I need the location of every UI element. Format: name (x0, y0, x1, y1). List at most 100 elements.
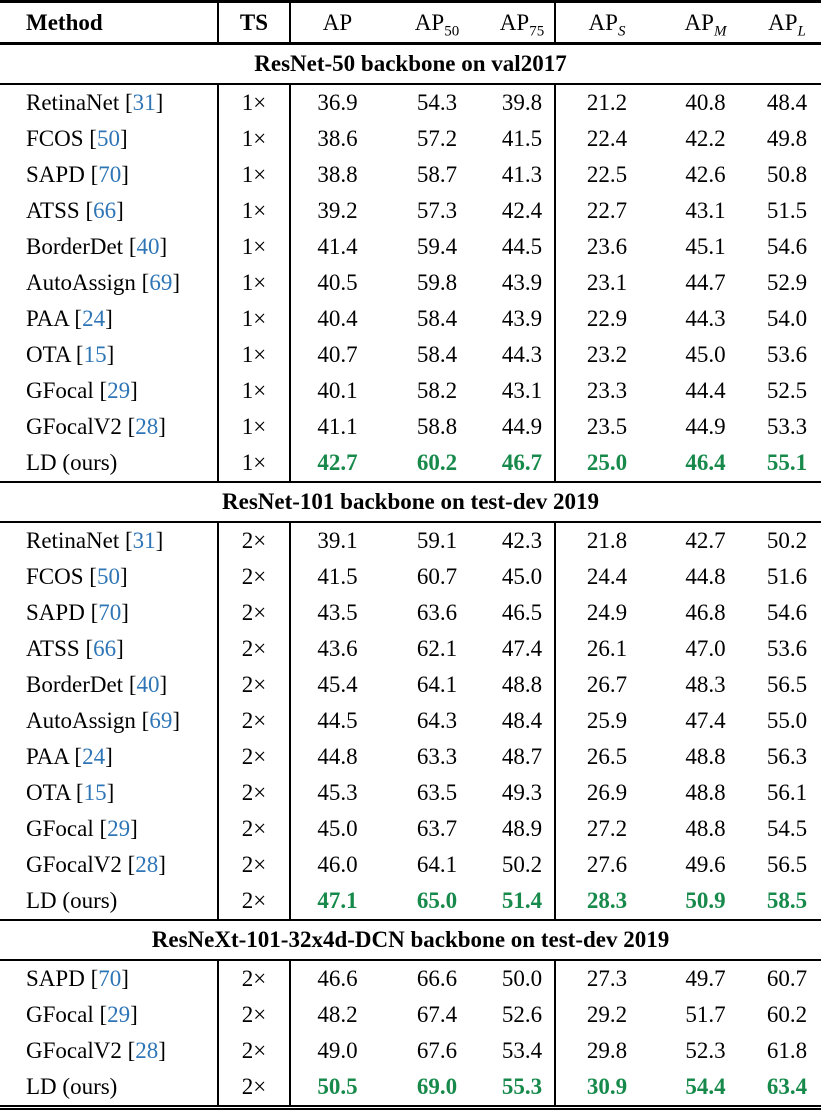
value-cell-ap-l: 53.3 (766, 414, 808, 439)
citation-link[interactable]: 29 (107, 1002, 131, 1027)
citation-link[interactable]: 66 (93, 636, 117, 661)
value-cell-ap-l: 49.8 (766, 126, 808, 151)
value-cell-ap75: 48.8 (490, 667, 556, 703)
citation-link[interactable]: 29 (107, 816, 131, 841)
table-row: GFocal [29] 2× 45.0 63.7 48.9 27.2 48.8 54.5 (0, 811, 821, 847)
value-cell-ap: 47.1 (317, 888, 358, 913)
citation-link[interactable]: 70 (98, 162, 122, 187)
citation-link[interactable]: 28 (135, 1038, 159, 1063)
method-cell: GFocalV2 [28] (0, 1033, 219, 1069)
table-row: OTA [15] 2× 45.3 63.5 49.3 26.9 48.8 56.1 (0, 775, 821, 811)
value-cell-ap-m: 48.3 (685, 672, 726, 697)
value-cell-ap: 44.5 (317, 708, 358, 733)
citation-link[interactable]: 69 (149, 708, 173, 733)
value-cell-ap-m: 42.2 (685, 126, 726, 151)
method-cell: SAPD [70] (0, 157, 219, 193)
citation-link[interactable]: 29 (107, 378, 131, 403)
method-cell: LD (ours) (0, 1069, 219, 1108)
value-cell-ap50: 64.3 (416, 708, 458, 733)
citation-link[interactable]: 66 (93, 198, 117, 223)
value-cell-ap: 40.4 (317, 306, 358, 331)
value-cell-ap50: 69.0 (416, 1074, 458, 1099)
citation-link[interactable]: 50 (96, 126, 120, 151)
metric-label: AP (414, 9, 445, 35)
value-cell-ap-s: 28.3 (586, 888, 628, 913)
citation-link[interactable]: 70 (98, 600, 122, 625)
value-cell-ap-s: 26.5 (586, 744, 628, 769)
citation-link[interactable]: 40 (136, 672, 160, 697)
col-header-ap-m: APM (658, 1, 753, 45)
table-row: BorderDet [40] 1× 41.4 59.4 44.5 23.6 45.1 54.6 (0, 229, 821, 265)
citation-link[interactable]: 69 (149, 270, 173, 295)
value-cell-ap50: 58.2 (416, 378, 458, 403)
table-row: SAPD [70] 1× 38.8 58.7 41.3 22.5 42.6 50.8 (0, 157, 821, 193)
value-cell-ap-l: 54.0 (766, 306, 808, 331)
value-cell-ap50: 57.2 (416, 126, 458, 151)
ts-cell: 2× (218, 667, 291, 703)
citation-link[interactable]: 15 (83, 342, 107, 367)
value-cell-ap75: 39.8 (490, 84, 556, 121)
method-cell: OTA [15] (0, 337, 219, 373)
value-cell-ap50: 59.4 (416, 234, 458, 259)
value-cell-ap-l: 56.5 (766, 852, 808, 877)
value-cell-ap75: 48.7 (490, 739, 556, 775)
ts-cell: 2× (218, 883, 291, 920)
value-cell-ap75: 43.9 (490, 265, 556, 301)
value-cell-ap-l: 60.2 (766, 1002, 808, 1027)
section-title: ResNeXt-101-32x4d-DCN backbone on test-d… (0, 919, 821, 961)
method-cell: GFocalV2 [28] (0, 409, 219, 445)
ts-cell: 2× (218, 847, 291, 883)
ts-cell: 1× (218, 301, 291, 337)
value-cell-ap: 48.2 (317, 1002, 358, 1027)
method-cell: GFocal [29] (0, 373, 219, 409)
metric-label: AP (768, 9, 798, 35)
ts-cell: 1× (218, 337, 291, 373)
section-title: ResNet-50 backbone on val2017 (0, 42, 821, 85)
method-cell: FCOS [50] (0, 121, 219, 157)
citation-link[interactable]: 28 (135, 414, 159, 439)
method-cell: FCOS [50] (0, 559, 219, 595)
citation-link[interactable]: 24 (82, 306, 106, 331)
citation-link[interactable]: 31 (132, 528, 156, 553)
method-cell: AutoAssign [69] (0, 265, 219, 301)
ts-cell: 1× (218, 265, 291, 301)
value-cell-ap75: 52.6 (490, 997, 556, 1033)
value-cell-ap50: 58.4 (416, 306, 458, 331)
citation-link[interactable]: 50 (96, 564, 120, 589)
table-row: GFocal [29] 2× 48.2 67.4 52.6 29.2 51.7 60.2 (0, 997, 821, 1033)
citation-link[interactable]: 28 (135, 852, 159, 877)
section-row: ResNet-50 backbone on val2017 (0, 42, 821, 85)
value-cell-ap75: 50.0 (490, 960, 556, 997)
value-cell-ap-m: 42.6 (685, 162, 726, 187)
value-cell-ap: 40.1 (317, 378, 358, 403)
method-cell: GFocal [29] (0, 811, 219, 847)
value-cell-ap-m: 44.4 (685, 378, 726, 403)
citation-link[interactable]: 24 (82, 744, 106, 769)
value-cell-ap-m: 49.7 (685, 966, 726, 991)
ts-cell: 1× (218, 373, 291, 409)
value-cell-ap75: 50.2 (490, 847, 556, 883)
citation-link[interactable]: 31 (132, 90, 156, 115)
value-cell-ap-s: 23.5 (586, 414, 628, 439)
method-cell: BorderDet [40] (0, 229, 219, 265)
value-cell-ap-l: 48.4 (766, 90, 808, 115)
table-row: ATSS [66] 1× 39.2 57.3 42.4 22.7 43.1 51.5 (0, 193, 821, 229)
value-cell-ap50: 58.4 (416, 342, 458, 367)
ts-cell: 2× (218, 739, 291, 775)
metric-subscript: S (617, 23, 626, 40)
ts-cell: 1× (218, 84, 291, 121)
value-cell-ap-s: 22.9 (586, 306, 628, 331)
citation-link[interactable]: 15 (83, 780, 107, 805)
citation-link[interactable]: 40 (136, 234, 160, 259)
section-row: ResNeXt-101-32x4d-DCN backbone on test-d… (0, 919, 821, 961)
value-cell-ap-s: 21.8 (586, 528, 628, 553)
table-row: PAA [24] 2× 44.8 63.3 48.7 26.5 48.8 56.3 (0, 739, 821, 775)
col-header-ap: AP (290, 1, 384, 45)
value-cell-ap: 49.0 (317, 1038, 358, 1063)
citation-link[interactable]: 70 (98, 966, 122, 991)
value-cell-ap: 36.9 (317, 90, 358, 115)
value-cell-ap75: 44.3 (490, 337, 556, 373)
method-cell: GFocal [29] (0, 997, 219, 1033)
method-cell: RetinaNet [31] (0, 522, 219, 559)
